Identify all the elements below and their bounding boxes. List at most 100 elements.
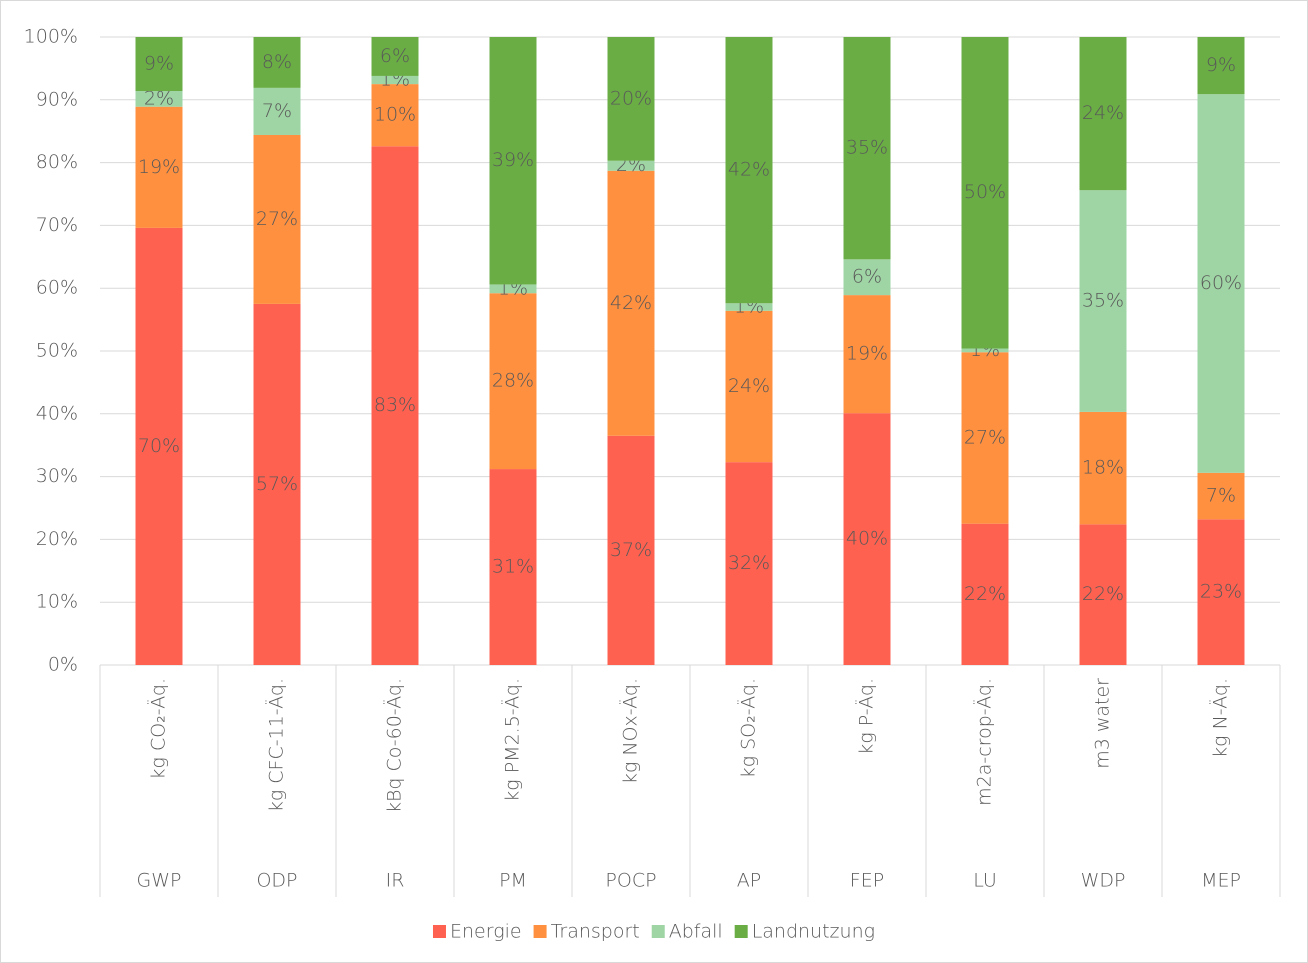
y-tick-label: 10% (36, 591, 78, 613)
bar-segment (371, 75, 419, 85)
data-label: 24% (728, 375, 770, 397)
bar-segment (1079, 411, 1127, 525)
legend-label: Transport (551, 921, 640, 943)
bar-segment (725, 462, 773, 665)
data-label: 23% (1200, 581, 1242, 603)
bar-segment (961, 352, 1009, 524)
bar-segment (253, 134, 301, 304)
data-label: 28% (492, 370, 534, 392)
category-unit-label: kg P-Äq. (855, 678, 878, 755)
data-label: 37% (610, 539, 652, 561)
data-label: 22% (1082, 583, 1124, 605)
category-label: AP (737, 870, 761, 892)
y-tick-label: 20% (36, 528, 78, 550)
legend-swatch (432, 925, 446, 938)
category-label: FEP (850, 870, 884, 892)
bar-segment (607, 170, 655, 436)
bar-segment (1197, 519, 1245, 665)
bar-segment (607, 435, 655, 665)
category-unit-label: kg CO₂-Äq. (147, 678, 170, 780)
bar-segment (725, 303, 773, 311)
legend-label: Abfall (669, 921, 723, 943)
category-label: PM (499, 870, 527, 892)
bar-segment (489, 293, 537, 470)
y-tick-label: 0% (48, 654, 78, 676)
data-label: 6% (852, 266, 882, 288)
bar-segment (1079, 524, 1127, 665)
bar-segment (371, 37, 419, 76)
legend-label: Energie (450, 921, 522, 943)
data-label: 7% (1206, 485, 1236, 507)
y-tick-label: 60% (36, 277, 78, 299)
bar-segment (843, 37, 891, 260)
y-tick-label: 90% (36, 88, 78, 110)
data-label: 19% (138, 156, 180, 178)
data-label: 35% (846, 137, 888, 159)
data-label: 42% (610, 292, 652, 314)
y-tick-label: 50% (36, 340, 78, 362)
legend-label: Landnutzung (752, 921, 875, 943)
bar-segment (135, 106, 183, 228)
bar-segment (253, 87, 301, 135)
data-label: 32% (728, 552, 770, 574)
bar-segment (1197, 37, 1245, 95)
data-label: 39% (492, 149, 534, 171)
category-unit-label: kg PM2.5-Äq. (501, 678, 524, 802)
data-label: 35% (1082, 290, 1124, 312)
data-label: 2% (144, 87, 174, 109)
data-label: 27% (256, 208, 298, 230)
bar-segment (1197, 472, 1245, 520)
category-unit-label: m3 water (1092, 678, 1114, 769)
data-label: 8% (262, 51, 292, 73)
bar-segment (135, 37, 183, 92)
data-label: 31% (492, 556, 534, 578)
bar-segment (607, 37, 655, 161)
bar-segment (135, 91, 183, 107)
data-label: 42% (728, 159, 770, 181)
y-tick-label: 70% (36, 214, 78, 236)
data-label: 27% (964, 426, 1006, 448)
data-label: 18% (1082, 457, 1124, 479)
data-label: 9% (144, 53, 174, 75)
bar-segment (371, 84, 419, 147)
data-label: 70% (138, 435, 180, 457)
data-label: 40% (846, 528, 888, 550)
legend-swatch (651, 925, 665, 938)
data-label: 50% (964, 181, 1006, 203)
bar-segment (489, 284, 537, 294)
bar-segment (843, 295, 891, 414)
bar-segment (253, 37, 301, 88)
bar-segment (961, 37, 1009, 349)
category-unit-label: kg NOx-Äq. (619, 678, 642, 784)
category-unit-label: kBq Co-60-Äq. (383, 678, 406, 813)
legend-swatch (734, 925, 748, 938)
bar-segment (725, 310, 773, 463)
bar-segment (1197, 94, 1245, 473)
bar-segment (607, 160, 655, 171)
bar-segment (489, 37, 537, 285)
bar-segment (1079, 190, 1127, 412)
data-label: 22% (964, 583, 1006, 605)
category-label: GWP (137, 870, 182, 892)
data-label: 9% (1206, 54, 1236, 76)
y-tick-label: 40% (36, 402, 78, 424)
data-label: 60% (1200, 272, 1242, 294)
category-label: IR (386, 870, 405, 892)
bar-segment (135, 227, 183, 666)
data-label: 10% (374, 104, 416, 126)
data-label: 24% (1082, 102, 1124, 124)
bar-segment (489, 469, 537, 665)
category-unit-label: kg N-Äq. (1209, 678, 1232, 758)
y-tick-label: 100% (24, 26, 78, 48)
data-label: 6% (380, 45, 410, 67)
data-label: 83% (374, 394, 416, 416)
category-label: MEP (1201, 870, 1241, 892)
y-tick-label: 30% (36, 465, 78, 487)
category-unit-label: kg CFC-11-Äq. (265, 678, 288, 812)
data-label: 20% (610, 87, 652, 109)
bar-segment (961, 348, 1009, 353)
bar-segment (843, 259, 891, 296)
bar-segment (843, 413, 891, 665)
legend-swatch (533, 925, 547, 938)
